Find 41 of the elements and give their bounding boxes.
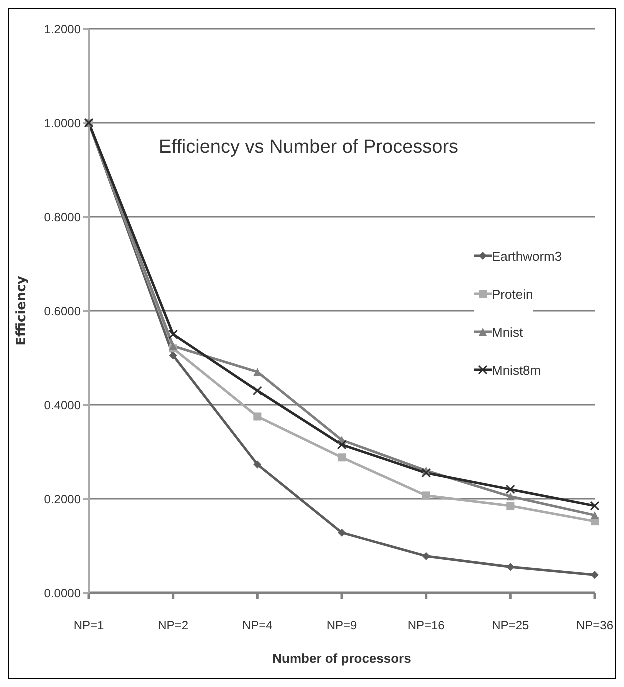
point <box>591 571 599 580</box>
x-tick-label: NP=36 <box>576 618 614 633</box>
point <box>338 454 346 462</box>
x-axis-title: Number of processors <box>272 651 412 666</box>
point <box>591 511 599 520</box>
point <box>338 528 346 537</box>
point <box>506 492 515 501</box>
point <box>168 330 178 340</box>
y-tick-label: 0.0000 <box>44 586 82 600</box>
y-tick-label: 0.4000 <box>44 398 82 412</box>
x-tick-label: NP=1 <box>74 618 104 633</box>
x-tick-label: NP=2 <box>158 618 189 633</box>
text: Efficiency vs Number of Processors <box>159 137 459 159</box>
point <box>422 468 432 478</box>
x-tick-label: NP=9 <box>326 618 358 633</box>
point <box>506 484 516 494</box>
y-tick-label: 0.8000 <box>44 210 82 224</box>
point <box>169 342 178 350</box>
y-tick-label: 0.2000 <box>44 492 82 506</box>
y-axis-title: Efficiency <box>14 276 30 346</box>
legend-label: Mnist <box>492 324 524 340</box>
point <box>254 368 262 376</box>
legend-label: Earthworm3 <box>492 248 562 264</box>
point <box>590 501 600 511</box>
point <box>254 412 262 421</box>
y-tick-label: 1.2000 <box>44 22 82 36</box>
y-tick-label: 0.6000 <box>44 304 82 318</box>
point <box>254 460 262 469</box>
point <box>252 386 262 396</box>
x-tick-label: NP=4 <box>242 618 274 633</box>
point <box>422 552 430 560</box>
legend-label: Protein <box>492 286 534 302</box>
legend-label: Mnist8m <box>492 362 542 378</box>
point <box>422 492 430 500</box>
point <box>337 440 347 450</box>
x-tick-label: NP=25 <box>492 618 530 633</box>
y-tick-label: 1.0000 <box>44 116 82 130</box>
x-tick-label: NP=16 <box>408 618 446 633</box>
point <box>169 352 178 360</box>
point <box>506 502 515 510</box>
point <box>506 563 515 572</box>
